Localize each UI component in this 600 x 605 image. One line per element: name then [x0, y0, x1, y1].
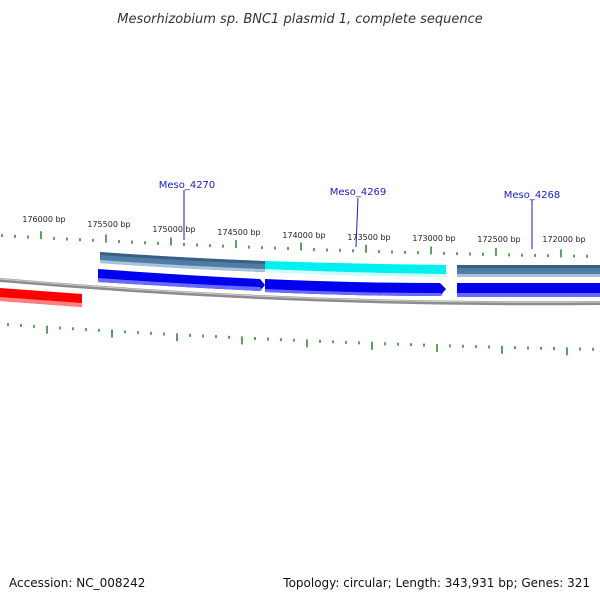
- ruler-label-175000: 175000 bp: [152, 225, 195, 234]
- gene-meso-4268-shade: [457, 265, 600, 268]
- leader-line-meso-4269: [355, 197, 359, 248]
- ruler-label-173500: 173500 bp: [347, 233, 390, 242]
- gene-meso-4269-highlight: [265, 269, 446, 277]
- plasmid-backbone: [0, 278, 600, 306]
- genome-stats-label: Topology: circular; Length: 343,931 bp; …: [283, 576, 590, 590]
- cds-track: [98, 269, 600, 297]
- map-title: Mesorhizobium sp. BNC1 plasmid 1, comple…: [117, 12, 483, 27]
- label-meso-4270[interactable]: Meso_4270: [159, 180, 216, 191]
- red-gene-highlight: [0, 297, 82, 307]
- ruler-label-175500: 175500 bp: [87, 220, 130, 229]
- ruler-label-172000: 172000 bp: [542, 235, 585, 244]
- ruler-label-176000: 176000 bp: [22, 215, 65, 224]
- gene-red-reverse[interactable]: [0, 288, 82, 307]
- label-meso-4269[interactable]: Meso_4269: [330, 187, 387, 198]
- gene-labels: Meso_4270 Meso_4269 Meso_4268: [159, 180, 561, 249]
- label-meso-4268[interactable]: Meso_4268: [504, 190, 561, 201]
- ruler-labels: 176000 bp 175500 bp 175000 bp 174500 bp …: [22, 215, 585, 244]
- gene-track-outer: [100, 252, 600, 277]
- ruler-label-174500: 174500 bp: [217, 228, 260, 237]
- outer-ruler-ticks: [1, 231, 588, 258]
- gene-meso-4270-shade: [100, 252, 265, 264]
- ruler-label-173000: 173000 bp: [412, 234, 455, 243]
- accession-label: Accession: NC_008242: [9, 576, 146, 590]
- cds-meso-4270-highlight: [98, 278, 262, 291]
- ruler-label-174000: 174000 bp: [282, 231, 325, 240]
- gene-meso-4268-highlight: [457, 274, 600, 277]
- gene-meso-4270-highlight: [100, 260, 265, 272]
- cds-meso-4268-highlight: [457, 293, 600, 297]
- cds-meso-4269-highlight: [265, 289, 443, 296]
- inner-ruler-ticks: [7, 323, 594, 356]
- plasmid-backbone-highlight: [0, 278, 600, 303]
- ruler-label-172500: 172500 bp: [477, 235, 520, 244]
